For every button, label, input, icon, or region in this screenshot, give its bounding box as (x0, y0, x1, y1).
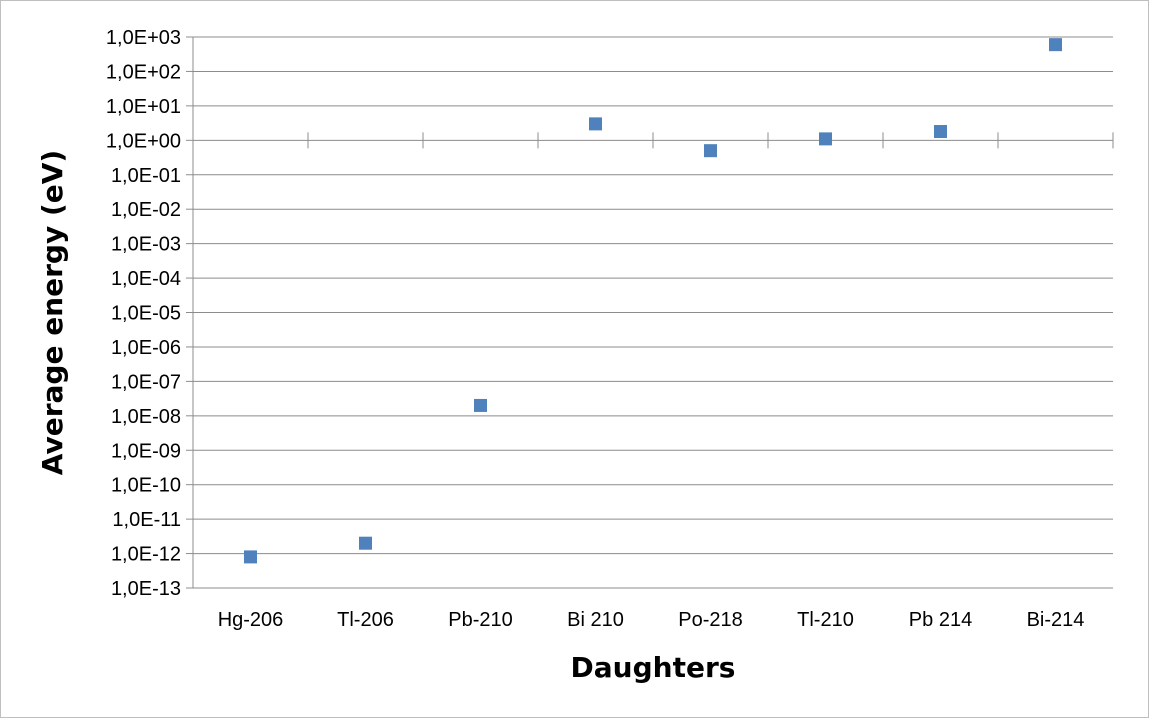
x-axis-title: Daughters (571, 651, 736, 684)
y-tick-label: 1,0E+00 (106, 130, 181, 152)
x-tick-label: Hg-206 (218, 609, 284, 631)
y-tick-label: 1,0E-04 (111, 268, 181, 290)
x-tick-label: Bi 210 (567, 609, 624, 631)
x-tick-label: Tl-206 (337, 609, 394, 631)
data-point (474, 398, 487, 412)
data-points (244, 38, 1062, 564)
y-tick-label: 1,0E+01 (106, 96, 181, 118)
y-tick-label: 1,0E-12 (111, 544, 181, 566)
x-tick-label: Tl-210 (797, 609, 854, 631)
y-tick-label: 1,0E-13 (111, 578, 181, 600)
y-tick-label: 1,0E+03 (106, 27, 181, 49)
y-tick-label: 1,0E-05 (111, 303, 181, 325)
y-tick-label: 1,0E+02 (106, 61, 181, 83)
data-point (819, 132, 832, 146)
y-tick-label: 1,0E-11 (112, 509, 181, 531)
data-point (359, 536, 372, 550)
y-tick-label: 1,0E-10 (111, 475, 181, 497)
data-point (1049, 38, 1062, 52)
data-point (244, 550, 257, 564)
x-tick-label: Po-218 (678, 609, 743, 631)
data-point (589, 117, 602, 131)
x-tick-label: Pb 214 (909, 609, 972, 631)
x-tick-labels: Hg-206 Tl-206 Pb-210 Bi 210 Po-218 Tl-210 Pb 2… (218, 609, 1085, 631)
data-point (704, 144, 717, 158)
y-tick-label: 1,0E-07 (111, 371, 181, 393)
y-tick-label: 1,0E-01 (111, 165, 181, 187)
y-tick-label: 1,0E-09 (111, 440, 181, 462)
y-tick-label: 1,0E-08 (111, 406, 181, 428)
y-tick-label: 1,0E-02 (111, 199, 181, 221)
x-axis (192, 132, 1114, 149)
y-tick-label: 1,0E-06 (111, 337, 181, 359)
y-axis-title: Average energy (eV) (36, 150, 69, 475)
gridlines (186, 36, 1113, 589)
x-tick-label: Pb-210 (448, 609, 513, 631)
x-tick-label: Bi-214 (1027, 609, 1085, 631)
y-tick-labels: 1,0E+03 1,0E+02 1,0E+01 1,0E+00 1,0E-01 1,0E-… (106, 27, 181, 600)
data-point (934, 125, 947, 139)
y-tick-label: 1,0E-03 (111, 234, 181, 256)
